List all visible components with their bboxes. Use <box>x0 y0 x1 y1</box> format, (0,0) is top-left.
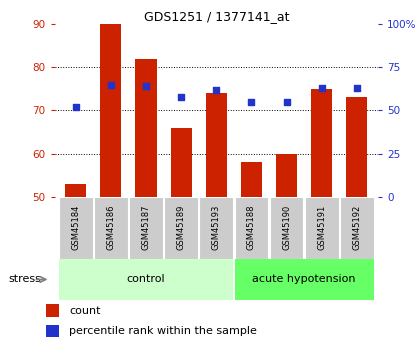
Point <box>213 87 220 92</box>
Point <box>108 82 114 87</box>
Point <box>143 83 150 89</box>
Bar <box>164 197 198 259</box>
Bar <box>200 197 233 259</box>
Point <box>72 104 79 110</box>
Point <box>354 85 360 91</box>
Bar <box>171 128 192 197</box>
Text: GSM45193: GSM45193 <box>212 205 221 250</box>
Text: control: control <box>127 275 165 284</box>
Bar <box>235 197 268 259</box>
Bar <box>270 197 304 259</box>
Bar <box>65 184 86 197</box>
Bar <box>235 259 374 300</box>
Text: GSM45186: GSM45186 <box>106 205 116 250</box>
Bar <box>346 98 368 197</box>
Text: GSM45184: GSM45184 <box>71 205 80 250</box>
Point <box>248 99 255 105</box>
Bar <box>340 197 374 259</box>
Text: GSM45188: GSM45188 <box>247 205 256 250</box>
Text: count: count <box>69 306 101 315</box>
Text: acute hypotension: acute hypotension <box>252 275 356 284</box>
Bar <box>100 24 121 197</box>
Bar <box>311 89 332 197</box>
Text: stress: stress <box>8 275 41 284</box>
Bar <box>46 325 60 337</box>
Text: percentile rank within the sample: percentile rank within the sample <box>69 326 257 336</box>
Bar <box>276 154 297 197</box>
Point <box>178 94 184 99</box>
Bar <box>59 197 92 259</box>
Bar <box>94 197 128 259</box>
Bar <box>59 259 233 300</box>
Text: GSM45187: GSM45187 <box>142 205 150 250</box>
Bar <box>241 162 262 197</box>
Bar <box>129 197 163 259</box>
Text: GSM45189: GSM45189 <box>177 205 186 250</box>
Bar <box>206 93 227 197</box>
Title: GDS1251 / 1377141_at: GDS1251 / 1377141_at <box>144 10 289 23</box>
Point <box>283 99 290 105</box>
Bar <box>135 59 157 197</box>
Bar <box>305 197 339 259</box>
Text: GSM45191: GSM45191 <box>317 205 326 250</box>
Text: GSM45192: GSM45192 <box>352 205 361 250</box>
Text: GSM45190: GSM45190 <box>282 205 291 250</box>
Point <box>318 85 325 91</box>
Bar <box>46 304 60 317</box>
